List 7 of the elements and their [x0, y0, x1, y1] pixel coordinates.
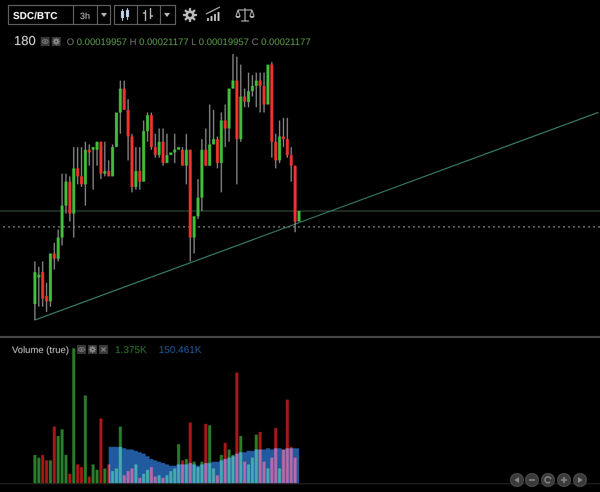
chart-title: Volume (true): [12, 345, 69, 356]
text: O 0.00019957 H 0.00021177 L 0.00019957 C 0.00021177: [66, 37, 311, 48]
text: 3h: [80, 11, 90, 21]
chart-subtitle: 180: [14, 33, 36, 48]
text: 1.375K: [115, 345, 148, 356]
chart-title: SDC/BTC: [13, 11, 58, 22]
text: 150.461K: [158, 345, 202, 356]
